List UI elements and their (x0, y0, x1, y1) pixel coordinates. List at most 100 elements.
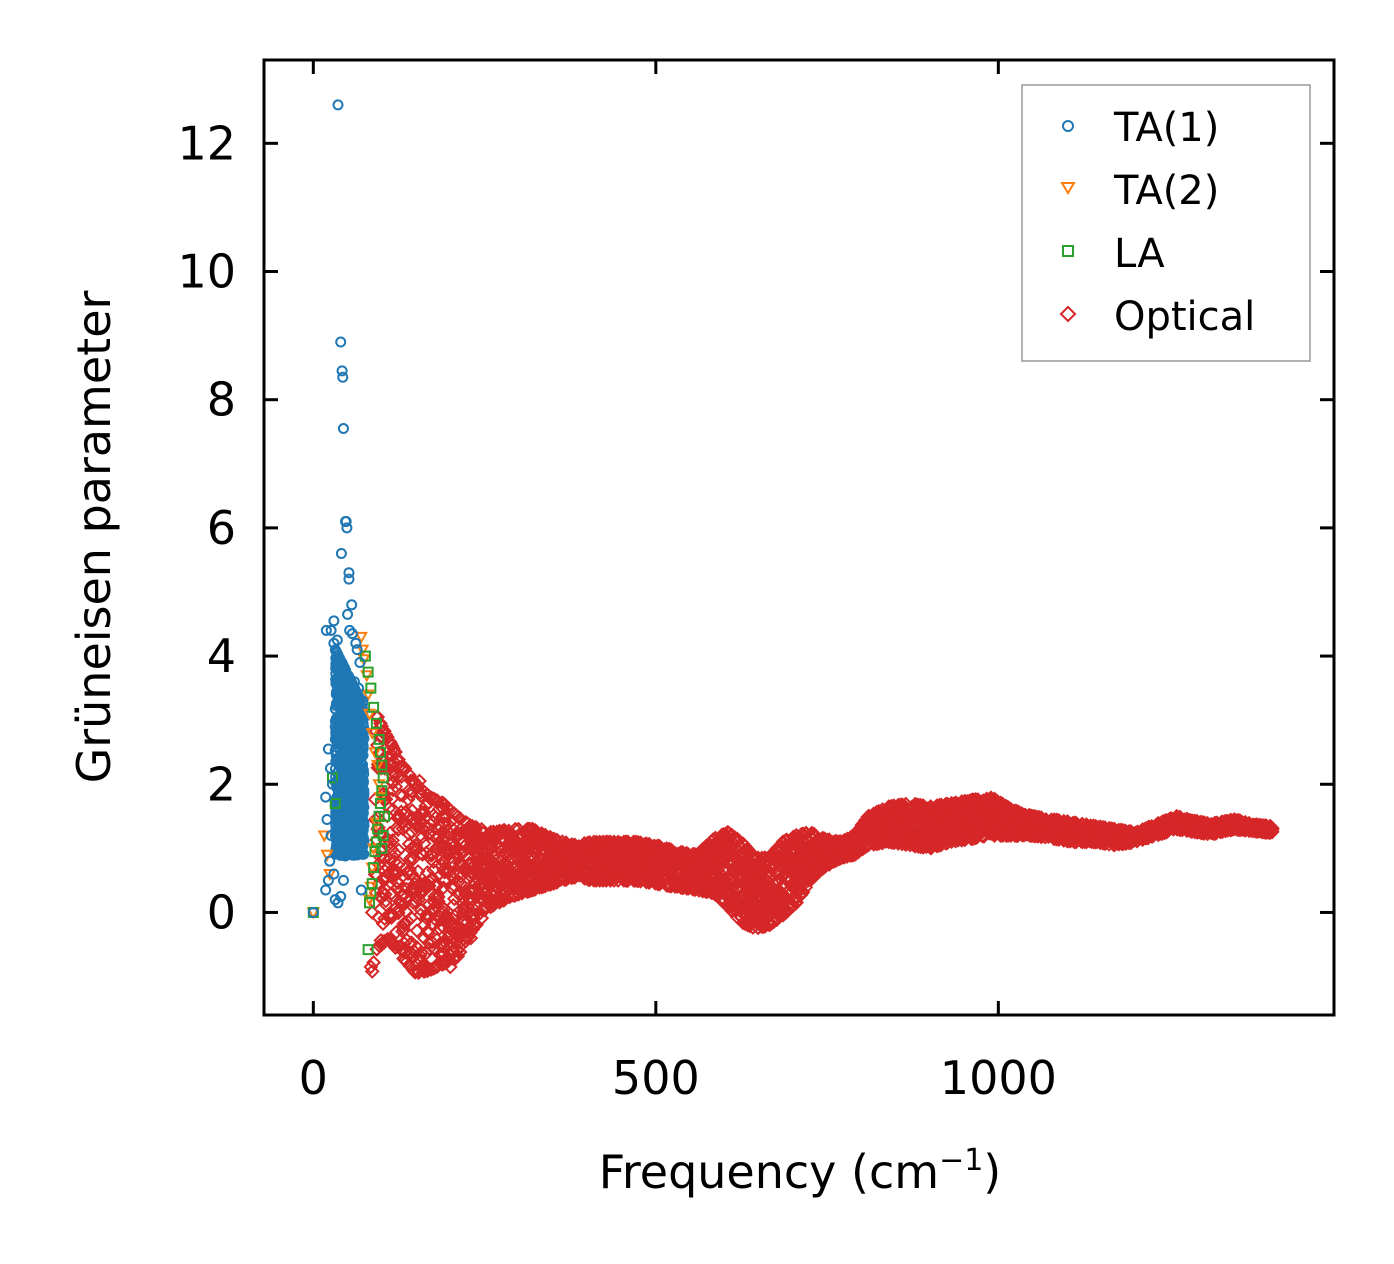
optical-point (1115, 836, 1131, 852)
optical-point (792, 861, 808, 877)
optical-point (1088, 834, 1104, 850)
optical-point (1151, 827, 1166, 843)
optical-point (484, 840, 500, 856)
optical-point (1007, 803, 1023, 819)
optical-point (707, 830, 723, 846)
optical-point (675, 845, 691, 860)
optical-point (438, 846, 454, 862)
optical-point (450, 948, 466, 964)
optical-point (414, 884, 430, 900)
optical-point (669, 849, 685, 865)
optical-point (848, 826, 864, 842)
optical-point (436, 939, 452, 955)
optical-point (427, 895, 442, 910)
optical-point (452, 830, 468, 846)
optical-point (397, 761, 413, 777)
optical-point (372, 849, 388, 865)
optical-point (1092, 819, 1108, 835)
optical-point (414, 804, 430, 820)
optical-point (1215, 814, 1230, 830)
optical-point (804, 826, 820, 841)
optical-point (424, 846, 440, 862)
optical-point (1074, 834, 1090, 850)
optical-point (576, 848, 592, 864)
optical-point (382, 734, 398, 749)
optical-point (735, 915, 751, 931)
optical-point (463, 869, 479, 884)
optical-point (734, 871, 750, 886)
optical-point (427, 889, 443, 904)
optical-point (1172, 809, 1188, 825)
optical-point (763, 848, 779, 864)
optical-point (416, 804, 432, 820)
optical-point (789, 895, 804, 910)
optical-point (525, 882, 541, 898)
optical-point (1154, 814, 1170, 830)
optical-point (1068, 834, 1084, 850)
optical-point (628, 873, 644, 888)
optical-point (946, 829, 962, 845)
optical-point (817, 859, 833, 875)
optical-point (414, 829, 430, 845)
optical-point (463, 930, 479, 946)
optical-point (413, 878, 429, 894)
optical-point (1088, 818, 1104, 834)
optical-point (821, 832, 837, 848)
optical-point (389, 874, 404, 890)
optical-point (995, 796, 1011, 812)
optical-point (1046, 831, 1062, 847)
optical-point (777, 846, 793, 862)
optical-point (490, 839, 505, 855)
optical-point (435, 833, 451, 849)
optical-point (658, 860, 674, 876)
optical-point (907, 797, 923, 812)
optical-point (588, 872, 604, 888)
optical-point (395, 815, 411, 831)
optical-point (923, 799, 939, 814)
optical-point (403, 851, 418, 866)
optical-point (966, 830, 981, 846)
optical-point (905, 808, 920, 824)
optical-point (817, 856, 833, 872)
optical-point (993, 828, 1009, 843)
optical-point (598, 834, 614, 850)
optical-point (389, 881, 405, 896)
optical-point (456, 890, 471, 906)
optical-point (409, 819, 425, 835)
optical-point (508, 858, 524, 874)
optical-point (406, 839, 422, 854)
optical-point (913, 797, 928, 813)
optical-point (472, 853, 488, 869)
optical-point (735, 836, 751, 852)
optical-point (495, 893, 511, 908)
optical-point (566, 869, 582, 885)
optical-point (946, 812, 962, 828)
optical-point (385, 768, 401, 783)
optical-point (465, 922, 480, 937)
optical-point (964, 824, 980, 840)
optical-point (675, 880, 691, 896)
optical-point (620, 856, 636, 872)
optical-point (363, 959, 379, 975)
optical-point (474, 910, 490, 926)
optical-point (909, 820, 924, 836)
optical-point (465, 917, 481, 933)
optical-point (392, 787, 408, 803)
optical-point (965, 802, 981, 817)
optical-point (512, 843, 528, 859)
optical-point (652, 876, 667, 892)
optical-point (610, 834, 626, 850)
optical-point (439, 954, 455, 970)
optical-point (469, 847, 485, 862)
optical-point (650, 876, 666, 892)
optical-point (486, 857, 502, 873)
optical-point (437, 838, 452, 854)
optical-point (381, 851, 397, 867)
optical-point (386, 864, 402, 880)
optical-point (433, 938, 449, 954)
optical-point (695, 883, 711, 899)
optical-point (591, 859, 607, 875)
optical-point (385, 782, 401, 798)
optical-point (971, 803, 987, 818)
